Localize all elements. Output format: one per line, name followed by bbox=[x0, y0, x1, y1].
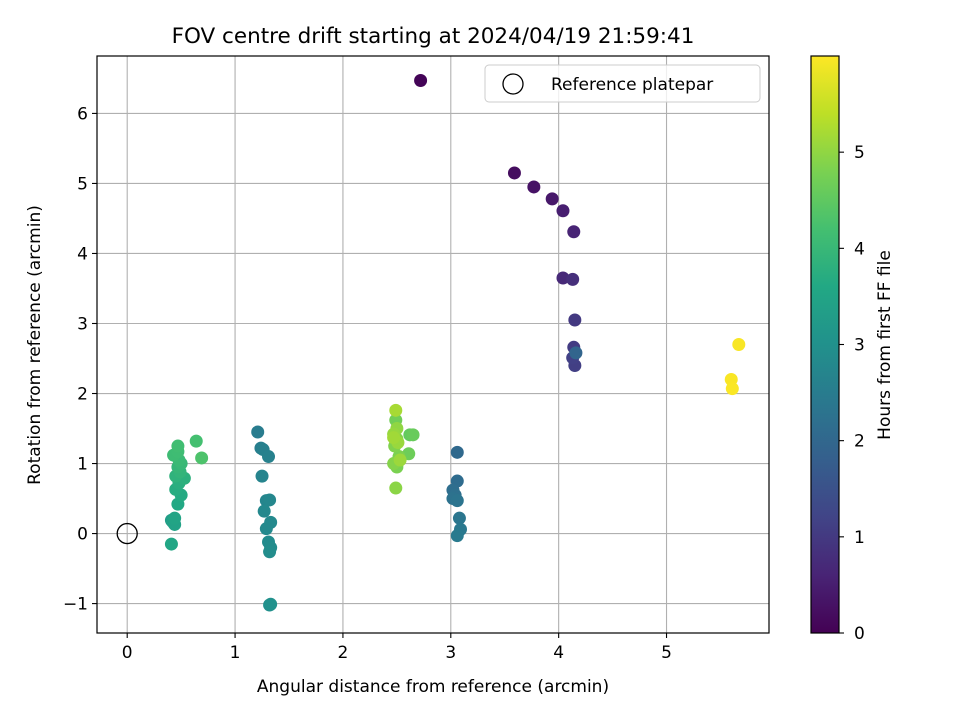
y-tick-label: 4 bbox=[77, 244, 88, 264]
colorbar-label: Hours from first FF file bbox=[875, 250, 895, 440]
data-point bbox=[566, 272, 580, 286]
data-point bbox=[389, 403, 403, 417]
data-point bbox=[389, 481, 403, 495]
y-tick-label: 6 bbox=[77, 104, 88, 124]
data-point bbox=[195, 451, 209, 465]
data-points bbox=[164, 74, 746, 612]
legend-entry: Reference platepar bbox=[551, 75, 713, 95]
grid-lines bbox=[97, 56, 769, 633]
x-tick-label: 2 bbox=[338, 643, 349, 663]
data-point bbox=[263, 493, 277, 507]
colorbar-tick-label: 3 bbox=[854, 336, 865, 356]
data-point bbox=[450, 445, 464, 459]
data-point bbox=[168, 511, 182, 525]
data-point bbox=[387, 431, 401, 445]
data-point bbox=[262, 450, 276, 464]
data-point bbox=[527, 180, 541, 194]
data-point bbox=[567, 225, 581, 239]
data-point bbox=[393, 453, 407, 467]
data-point bbox=[259, 522, 273, 536]
data-point bbox=[450, 529, 464, 543]
x-axis-ticks: 0 1 2 3 4 5 bbox=[122, 633, 672, 663]
data-point bbox=[406, 428, 420, 442]
data-point bbox=[251, 425, 265, 439]
legend-marker bbox=[502, 73, 524, 95]
reference-platepar-marker bbox=[116, 522, 138, 545]
x-tick-label: 1 bbox=[230, 643, 241, 663]
legend-box bbox=[484, 64, 761, 103]
data-point bbox=[264, 597, 278, 611]
data-point bbox=[452, 511, 466, 525]
data-point bbox=[164, 537, 178, 551]
plot-frame bbox=[96, 55, 770, 634]
data-point bbox=[568, 313, 582, 327]
data-point bbox=[569, 346, 583, 360]
x-tick-label: 0 bbox=[122, 643, 133, 663]
y-tick-label: 3 bbox=[77, 314, 88, 334]
data-point bbox=[414, 74, 428, 88]
data-point bbox=[255, 469, 269, 483]
y-tick-label: −1 bbox=[63, 595, 88, 615]
data-point bbox=[725, 382, 739, 396]
y-tick-label: 2 bbox=[77, 385, 88, 405]
colorbar-tick-label: 5 bbox=[854, 143, 865, 163]
data-point bbox=[545, 192, 559, 206]
y-tick-label: 5 bbox=[77, 174, 88, 194]
data-point bbox=[450, 494, 464, 508]
colorbar-tick-label: 1 bbox=[854, 528, 865, 548]
colorbar: 0 1 2 3 4 5 Hours from first FF file bbox=[810, 55, 895, 644]
colorbar-ticks: 0 1 2 3 4 5 bbox=[839, 143, 865, 644]
data-point bbox=[257, 504, 271, 518]
legend: Reference platepar bbox=[484, 64, 761, 103]
data-point bbox=[556, 204, 570, 218]
x-tick-label: 4 bbox=[553, 643, 564, 663]
y-axis-ticks: −1 0 1 2 3 4 5 6 bbox=[63, 104, 97, 615]
data-point bbox=[189, 434, 203, 448]
y-tick-label: 1 bbox=[77, 455, 88, 475]
data-point bbox=[507, 166, 521, 180]
data-point bbox=[732, 338, 746, 351]
x-axis-label: Angular distance from reference (arcmin) bbox=[257, 677, 609, 697]
y-tick-label: 0 bbox=[77, 525, 88, 545]
colorbar-tick-label: 4 bbox=[854, 239, 865, 259]
colorbar-gradient bbox=[810, 55, 840, 634]
x-tick-label: 5 bbox=[661, 643, 672, 663]
data-point bbox=[263, 545, 277, 559]
chart-title: FOV centre drift starting at 2024/04/19 … bbox=[172, 24, 695, 49]
colorbar-tick-label: 2 bbox=[854, 432, 865, 452]
y-axis-label: Rotation from reference (arcmin) bbox=[25, 205, 45, 485]
x-tick-label: 3 bbox=[445, 643, 456, 663]
reference-marker bbox=[116, 522, 138, 545]
data-point bbox=[171, 439, 185, 453]
data-point bbox=[556, 271, 570, 285]
colorbar-tick-label: 0 bbox=[854, 624, 865, 644]
